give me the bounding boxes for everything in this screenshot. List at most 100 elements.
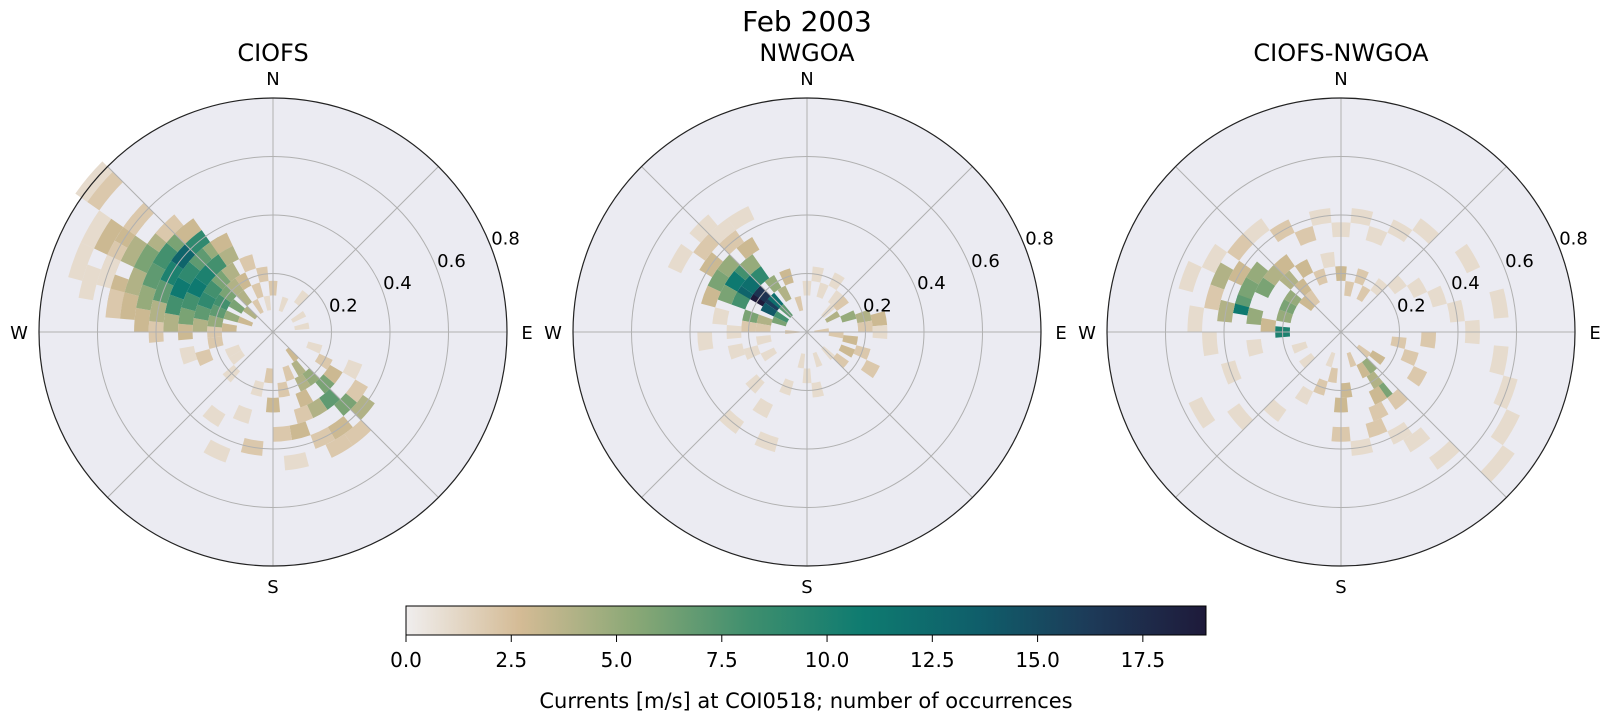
compass-label: E bbox=[521, 323, 532, 344]
histogram-cell bbox=[295, 388, 314, 408]
histogram-cell bbox=[1263, 399, 1287, 422]
histogram-cell bbox=[1346, 351, 1357, 368]
histogram-cell bbox=[1412, 218, 1440, 245]
radial-tick-label: 0.4 bbox=[917, 273, 946, 294]
histogram-cell bbox=[289, 421, 311, 441]
polar-panels: 0.2 0.4 0.6 0.8 N E S W CIOFS 0.2 0.4 0.6 0.8 N E S W NWG… bbox=[10, 39, 1601, 598]
histogram-cell bbox=[727, 343, 746, 360]
histogram-cell bbox=[133, 243, 160, 274]
histogram-cell bbox=[1429, 440, 1460, 470]
radial-tick-label: 0.2 bbox=[863, 296, 892, 317]
figure-title: Feb 2003 bbox=[742, 5, 872, 38]
histogram-cell bbox=[1237, 277, 1259, 300]
histogram-cell bbox=[824, 311, 841, 323]
histogram-cell bbox=[291, 360, 306, 377]
histogram-cell bbox=[181, 291, 201, 312]
polar-panel: 0.2 0.4 0.6 0.8 N E S W NWGOA bbox=[544, 39, 1067, 598]
histogram-cell bbox=[1427, 285, 1447, 308]
histogram-cell bbox=[294, 322, 310, 331]
histogram-cell bbox=[1260, 318, 1277, 332]
radial-tick-label: 0.8 bbox=[1559, 228, 1588, 249]
histogram-cell bbox=[228, 299, 245, 314]
histogram-cell bbox=[80, 210, 112, 249]
histogram-cell bbox=[278, 296, 289, 313]
histogram-cell bbox=[1178, 260, 1202, 293]
histogram-cell bbox=[224, 344, 242, 358]
colorbar-tick-label: 15.0 bbox=[1015, 648, 1060, 672]
histogram-cell bbox=[202, 404, 226, 427]
histogram-cell bbox=[1403, 427, 1431, 453]
histogram-cell bbox=[1368, 401, 1389, 422]
histogram-cell bbox=[105, 288, 125, 319]
histogram-cell bbox=[152, 242, 178, 270]
colorbar-tick-label: 10.0 bbox=[805, 648, 850, 672]
histogram-cell bbox=[306, 397, 328, 419]
radial-tick-label: 0.2 bbox=[1397, 296, 1426, 317]
compass-label: N bbox=[1334, 69, 1347, 90]
histogram-cell bbox=[1320, 251, 1336, 269]
angular-gridline bbox=[1340, 331, 1507, 498]
histogram-cell bbox=[1227, 403, 1254, 431]
histogram-cell bbox=[756, 314, 773, 326]
histogram-cell bbox=[1204, 284, 1225, 311]
colorbar-label: Currents [m/s] at COI0518; number of occ… bbox=[539, 689, 1072, 713]
polar-frame bbox=[1106, 97, 1576, 567]
histogram-cell bbox=[1304, 290, 1321, 307]
angular-gridline bbox=[107, 166, 274, 333]
histogram-cell bbox=[264, 368, 273, 384]
radial-tick-label: 0.8 bbox=[1025, 228, 1054, 249]
histogram-cell bbox=[221, 323, 237, 332]
histogram-cell bbox=[1254, 277, 1276, 299]
histogram-cell bbox=[724, 270, 746, 292]
radial-tick-label: 0.6 bbox=[437, 251, 466, 272]
histogram-cell bbox=[693, 233, 720, 261]
angular-gridline bbox=[641, 166, 808, 333]
histogram-cell bbox=[283, 452, 309, 471]
radial-tick-label: 0.8 bbox=[491, 228, 520, 249]
histogram-cell bbox=[78, 264, 102, 301]
histogram-cell bbox=[124, 267, 148, 297]
histogram-cell bbox=[236, 290, 253, 307]
polar-panel: 0.2 0.4 0.6 0.8 N E S W CIOFS bbox=[10, 39, 533, 598]
histogram-cell bbox=[1299, 295, 1316, 312]
histogram-cell bbox=[760, 302, 778, 317]
histogram-cell bbox=[325, 433, 353, 458]
histogram-cell bbox=[832, 352, 849, 369]
histogram-cell bbox=[193, 304, 212, 321]
histogram-cell bbox=[1299, 352, 1316, 369]
histogram-cell bbox=[1294, 385, 1314, 405]
histogram-cell bbox=[1369, 350, 1386, 365]
compass-label: N bbox=[266, 69, 279, 90]
histogram-cell bbox=[708, 218, 736, 245]
compass-label: W bbox=[544, 323, 562, 344]
histogram-cell bbox=[838, 344, 856, 358]
histogram-cell bbox=[203, 280, 223, 300]
histogram-cell bbox=[293, 290, 310, 307]
histogram-cell bbox=[1210, 262, 1234, 290]
histogram-cell bbox=[120, 235, 148, 268]
histogram-cell bbox=[178, 261, 201, 285]
colorbar-tick-label: 2.5 bbox=[495, 648, 527, 672]
histogram-cell bbox=[701, 285, 721, 308]
compass-label: S bbox=[801, 577, 812, 598]
histogram-cell bbox=[1291, 341, 1308, 354]
histogram-cell bbox=[228, 350, 245, 365]
histogram-cell bbox=[731, 291, 751, 310]
histogram-cell bbox=[252, 298, 264, 315]
histogram-cell bbox=[712, 307, 730, 325]
histogram-cell bbox=[870, 311, 888, 327]
histogram-cell bbox=[342, 359, 363, 380]
histogram-cell bbox=[1400, 349, 1419, 366]
colorbar-tick-label: 12.5 bbox=[910, 648, 955, 672]
histogram-cell bbox=[794, 295, 804, 312]
radial-tick-label: 0.6 bbox=[1505, 251, 1534, 272]
histogram-cell bbox=[741, 275, 761, 295]
histogram-cell bbox=[344, 419, 372, 446]
histogram-cell bbox=[727, 206, 755, 231]
histogram-cell bbox=[218, 245, 240, 267]
histogram-cell bbox=[239, 254, 256, 273]
histogram-cell bbox=[1246, 261, 1269, 285]
angular-gridline bbox=[1175, 166, 1342, 333]
histogram-cell bbox=[221, 262, 241, 282]
